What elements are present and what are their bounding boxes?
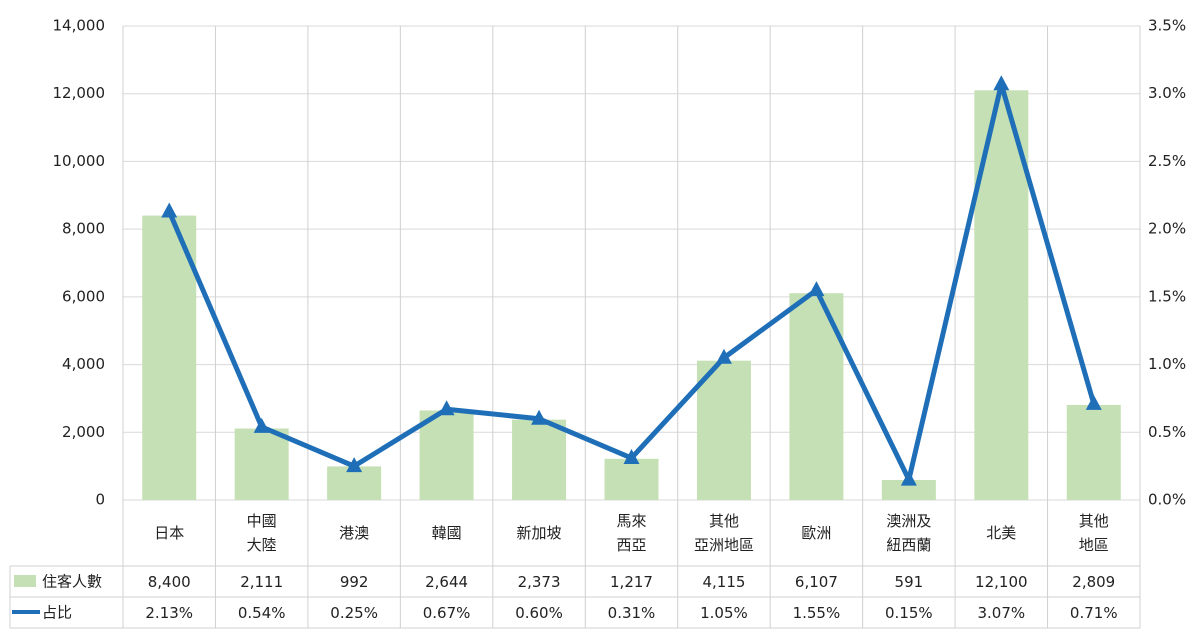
line-marker bbox=[346, 457, 363, 473]
line-marker bbox=[161, 202, 178, 218]
table-value: 0.67% bbox=[422, 603, 471, 622]
legend-label: 占比 bbox=[42, 604, 72, 622]
line-marker bbox=[253, 417, 270, 433]
table-value: 2,644 bbox=[425, 572, 469, 591]
y-tick-label: 0 bbox=[95, 491, 105, 509]
table-value: 8,400 bbox=[147, 572, 191, 591]
bar bbox=[696, 360, 751, 500]
table-value: 2.13% bbox=[145, 603, 194, 622]
y-tick-label: 12,000 bbox=[53, 84, 106, 102]
table-value: 1.05% bbox=[700, 603, 748, 622]
line-marker bbox=[993, 75, 1010, 91]
line-marker bbox=[900, 470, 917, 486]
category-label: 新加坡 bbox=[516, 524, 562, 542]
legend-label: 住客人數 bbox=[42, 573, 102, 591]
y2-tick-label: 2.5% bbox=[1148, 152, 1186, 170]
bar bbox=[1066, 404, 1121, 500]
line-marker bbox=[1085, 394, 1102, 410]
table-value: 0.15% bbox=[885, 603, 933, 622]
table-value: 0.54% bbox=[237, 603, 286, 622]
table-value: 4,115 bbox=[702, 572, 746, 591]
category-label: 韓國 bbox=[431, 524, 462, 542]
y2-tick-label: 1.5% bbox=[1148, 287, 1186, 305]
bar bbox=[512, 419, 567, 500]
category-label: 北美 bbox=[986, 524, 1017, 542]
table-value: 2,373 bbox=[517, 572, 561, 591]
line-marker bbox=[531, 409, 548, 425]
line-marker bbox=[623, 449, 640, 465]
table-value: 6,107 bbox=[794, 572, 838, 591]
line-marker bbox=[715, 348, 732, 364]
y2-tick-label: 2.0% bbox=[1148, 220, 1186, 238]
table-value: 0.31% bbox=[607, 603, 656, 622]
table-value: 1.55% bbox=[792, 603, 841, 622]
y-tick-label: 4,000 bbox=[62, 355, 105, 373]
table-value: 0.25% bbox=[330, 603, 378, 622]
y2-tick-label: 0.0% bbox=[1148, 491, 1186, 509]
y-tick-label: 14,000 bbox=[53, 17, 106, 35]
legend-swatch bbox=[14, 575, 36, 587]
y2-tick-label: 0.5% bbox=[1148, 423, 1186, 441]
line-marker bbox=[808, 281, 825, 297]
y-tick-label: 8,000 bbox=[62, 220, 105, 238]
y-tick-label: 10,000 bbox=[53, 152, 106, 170]
category-label: 澳洲及 紐西蘭 bbox=[886, 512, 932, 554]
table-value: 1,217 bbox=[610, 572, 653, 591]
bar bbox=[142, 215, 197, 500]
table-value: 3.07% bbox=[977, 603, 1026, 622]
table-value: 591 bbox=[894, 572, 924, 591]
category-label: 其他 亞洲地區 bbox=[693, 512, 754, 554]
bar bbox=[234, 428, 289, 500]
category-label: 中國 大陸 bbox=[246, 512, 277, 554]
y-tick-label: 2,000 bbox=[62, 423, 105, 441]
category-label: 馬來 西亞 bbox=[616, 512, 647, 554]
category-label: 歐洲 bbox=[801, 524, 832, 542]
line-marker bbox=[438, 400, 455, 416]
y2-tick-label: 3.5% bbox=[1148, 17, 1186, 35]
table-value: 0.71% bbox=[1069, 603, 1118, 622]
table-value: 2,809 bbox=[1072, 572, 1116, 591]
table-value: 2,111 bbox=[240, 572, 284, 591]
table-value: 992 bbox=[339, 572, 369, 591]
category-label: 其他 地區 bbox=[1078, 512, 1109, 554]
bar bbox=[419, 410, 474, 500]
category-label: 港澳 bbox=[339, 524, 370, 542]
category-label: 日本 bbox=[154, 524, 185, 542]
bar bbox=[604, 458, 659, 500]
table-value: 12,100 bbox=[975, 572, 1028, 591]
y2-tick-label: 1.0% bbox=[1148, 355, 1186, 373]
y2-tick-label: 3.0% bbox=[1148, 84, 1186, 102]
bar bbox=[881, 479, 936, 500]
y-tick-label: 6,000 bbox=[62, 287, 105, 305]
table-value: 0.60% bbox=[515, 603, 563, 622]
